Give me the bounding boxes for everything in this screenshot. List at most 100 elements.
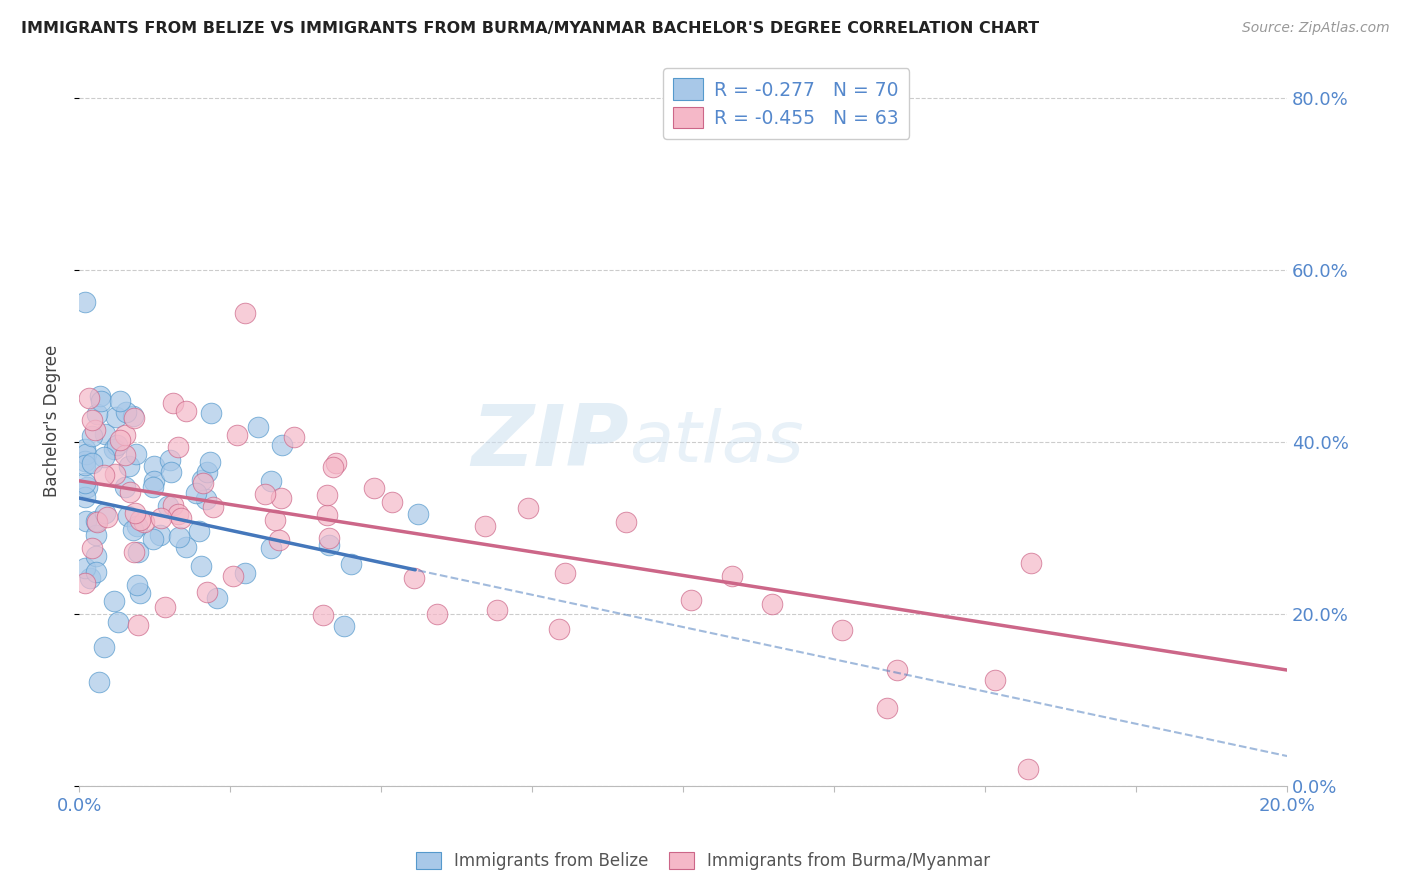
- Point: [184, 486, 207, 500]
- Point: [225, 428, 247, 442]
- Point: [75, 454, 97, 468]
- Point: [474, 519, 496, 533]
- Point: [195, 465, 218, 479]
- Point: [156, 499, 179, 513]
- Point: [117, 509, 139, 524]
- Point: [195, 585, 218, 599]
- Point: [200, 406, 222, 420]
- Point: [162, 396, 184, 410]
- Point: [149, 511, 172, 525]
- Point: [75, 442, 97, 456]
- Point: [160, 465, 183, 479]
- Text: Source: ZipAtlas.com: Source: ZipAtlas.com: [1241, 21, 1389, 35]
- Point: [82, 413, 104, 427]
- Point: [201, 500, 224, 515]
- Point: [260, 541, 283, 556]
- Point: [233, 306, 256, 320]
- Point: [103, 594, 125, 608]
- Point: [87, 675, 110, 690]
- Point: [84, 549, 107, 563]
- Point: [315, 488, 337, 502]
- Point: [75, 514, 97, 528]
- Point: [125, 578, 148, 592]
- Point: [80, 541, 103, 555]
- Point: [103, 467, 125, 482]
- Point: [86, 528, 108, 542]
- Point: [233, 566, 256, 580]
- Point: [75, 561, 97, 575]
- Point: [406, 507, 429, 521]
- Point: [517, 500, 540, 515]
- Point: [271, 437, 294, 451]
- Point: [142, 532, 165, 546]
- Point: [117, 459, 139, 474]
- Point: [107, 615, 129, 629]
- Point: [720, 569, 742, 583]
- Point: [402, 571, 425, 585]
- Point: [207, 591, 229, 605]
- Point: [122, 409, 145, 423]
- Point: [193, 475, 215, 490]
- Point: [75, 458, 97, 473]
- Point: [1017, 762, 1039, 776]
- Point: [155, 599, 177, 614]
- Point: [132, 515, 155, 529]
- Point: [340, 557, 363, 571]
- Point: [114, 480, 136, 494]
- Point: [143, 458, 166, 473]
- Text: atlas: atlas: [628, 408, 803, 477]
- Point: [318, 531, 340, 545]
- Point: [984, 673, 1007, 687]
- Point: [260, 475, 283, 489]
- Point: [79, 571, 101, 585]
- Point: [75, 576, 97, 591]
- Point: [127, 618, 149, 632]
- Point: [107, 437, 129, 451]
- Point: [110, 393, 132, 408]
- Point: [159, 452, 181, 467]
- Point: [89, 389, 111, 403]
- Point: [267, 533, 290, 548]
- Point: [876, 701, 898, 715]
- Point: [194, 491, 217, 506]
- Point: [103, 442, 125, 456]
- Point: [426, 607, 449, 621]
- Point: [124, 506, 146, 520]
- Point: [86, 514, 108, 528]
- Text: IMMIGRANTS FROM BELIZE VS IMMIGRANTS FROM BURMA/MYANMAR BACHELOR'S DEGREE CORREL: IMMIGRANTS FROM BELIZE VS IMMIGRANTS FRO…: [21, 21, 1039, 36]
- Point: [190, 559, 212, 574]
- Point: [115, 405, 138, 419]
- Point: [94, 506, 117, 520]
- Point: [325, 456, 347, 470]
- Point: [104, 410, 127, 425]
- Point: [75, 490, 97, 504]
- Point: [125, 447, 148, 461]
- Point: [93, 640, 115, 654]
- Point: [1021, 557, 1043, 571]
- Point: [96, 510, 118, 524]
- Point: [886, 663, 908, 677]
- Point: [84, 423, 107, 437]
- Point: [247, 419, 270, 434]
- Point: [167, 508, 190, 522]
- Point: [322, 459, 344, 474]
- Point: [75, 447, 97, 461]
- Point: [187, 524, 209, 538]
- Point: [174, 540, 197, 554]
- Point: [76, 480, 98, 494]
- Point: [547, 623, 569, 637]
- Point: [283, 430, 305, 444]
- Point: [127, 545, 149, 559]
- Y-axis label: Bachelor's Degree: Bachelor's Degree: [44, 344, 60, 497]
- Point: [167, 530, 190, 544]
- Point: [82, 429, 104, 443]
- Point: [761, 598, 783, 612]
- Point: [86, 516, 108, 530]
- Point: [141, 480, 163, 494]
- Point: [831, 623, 853, 637]
- Point: [681, 592, 703, 607]
- Point: [222, 569, 245, 583]
- Point: [318, 538, 340, 552]
- Point: [127, 519, 149, 533]
- Point: [84, 565, 107, 579]
